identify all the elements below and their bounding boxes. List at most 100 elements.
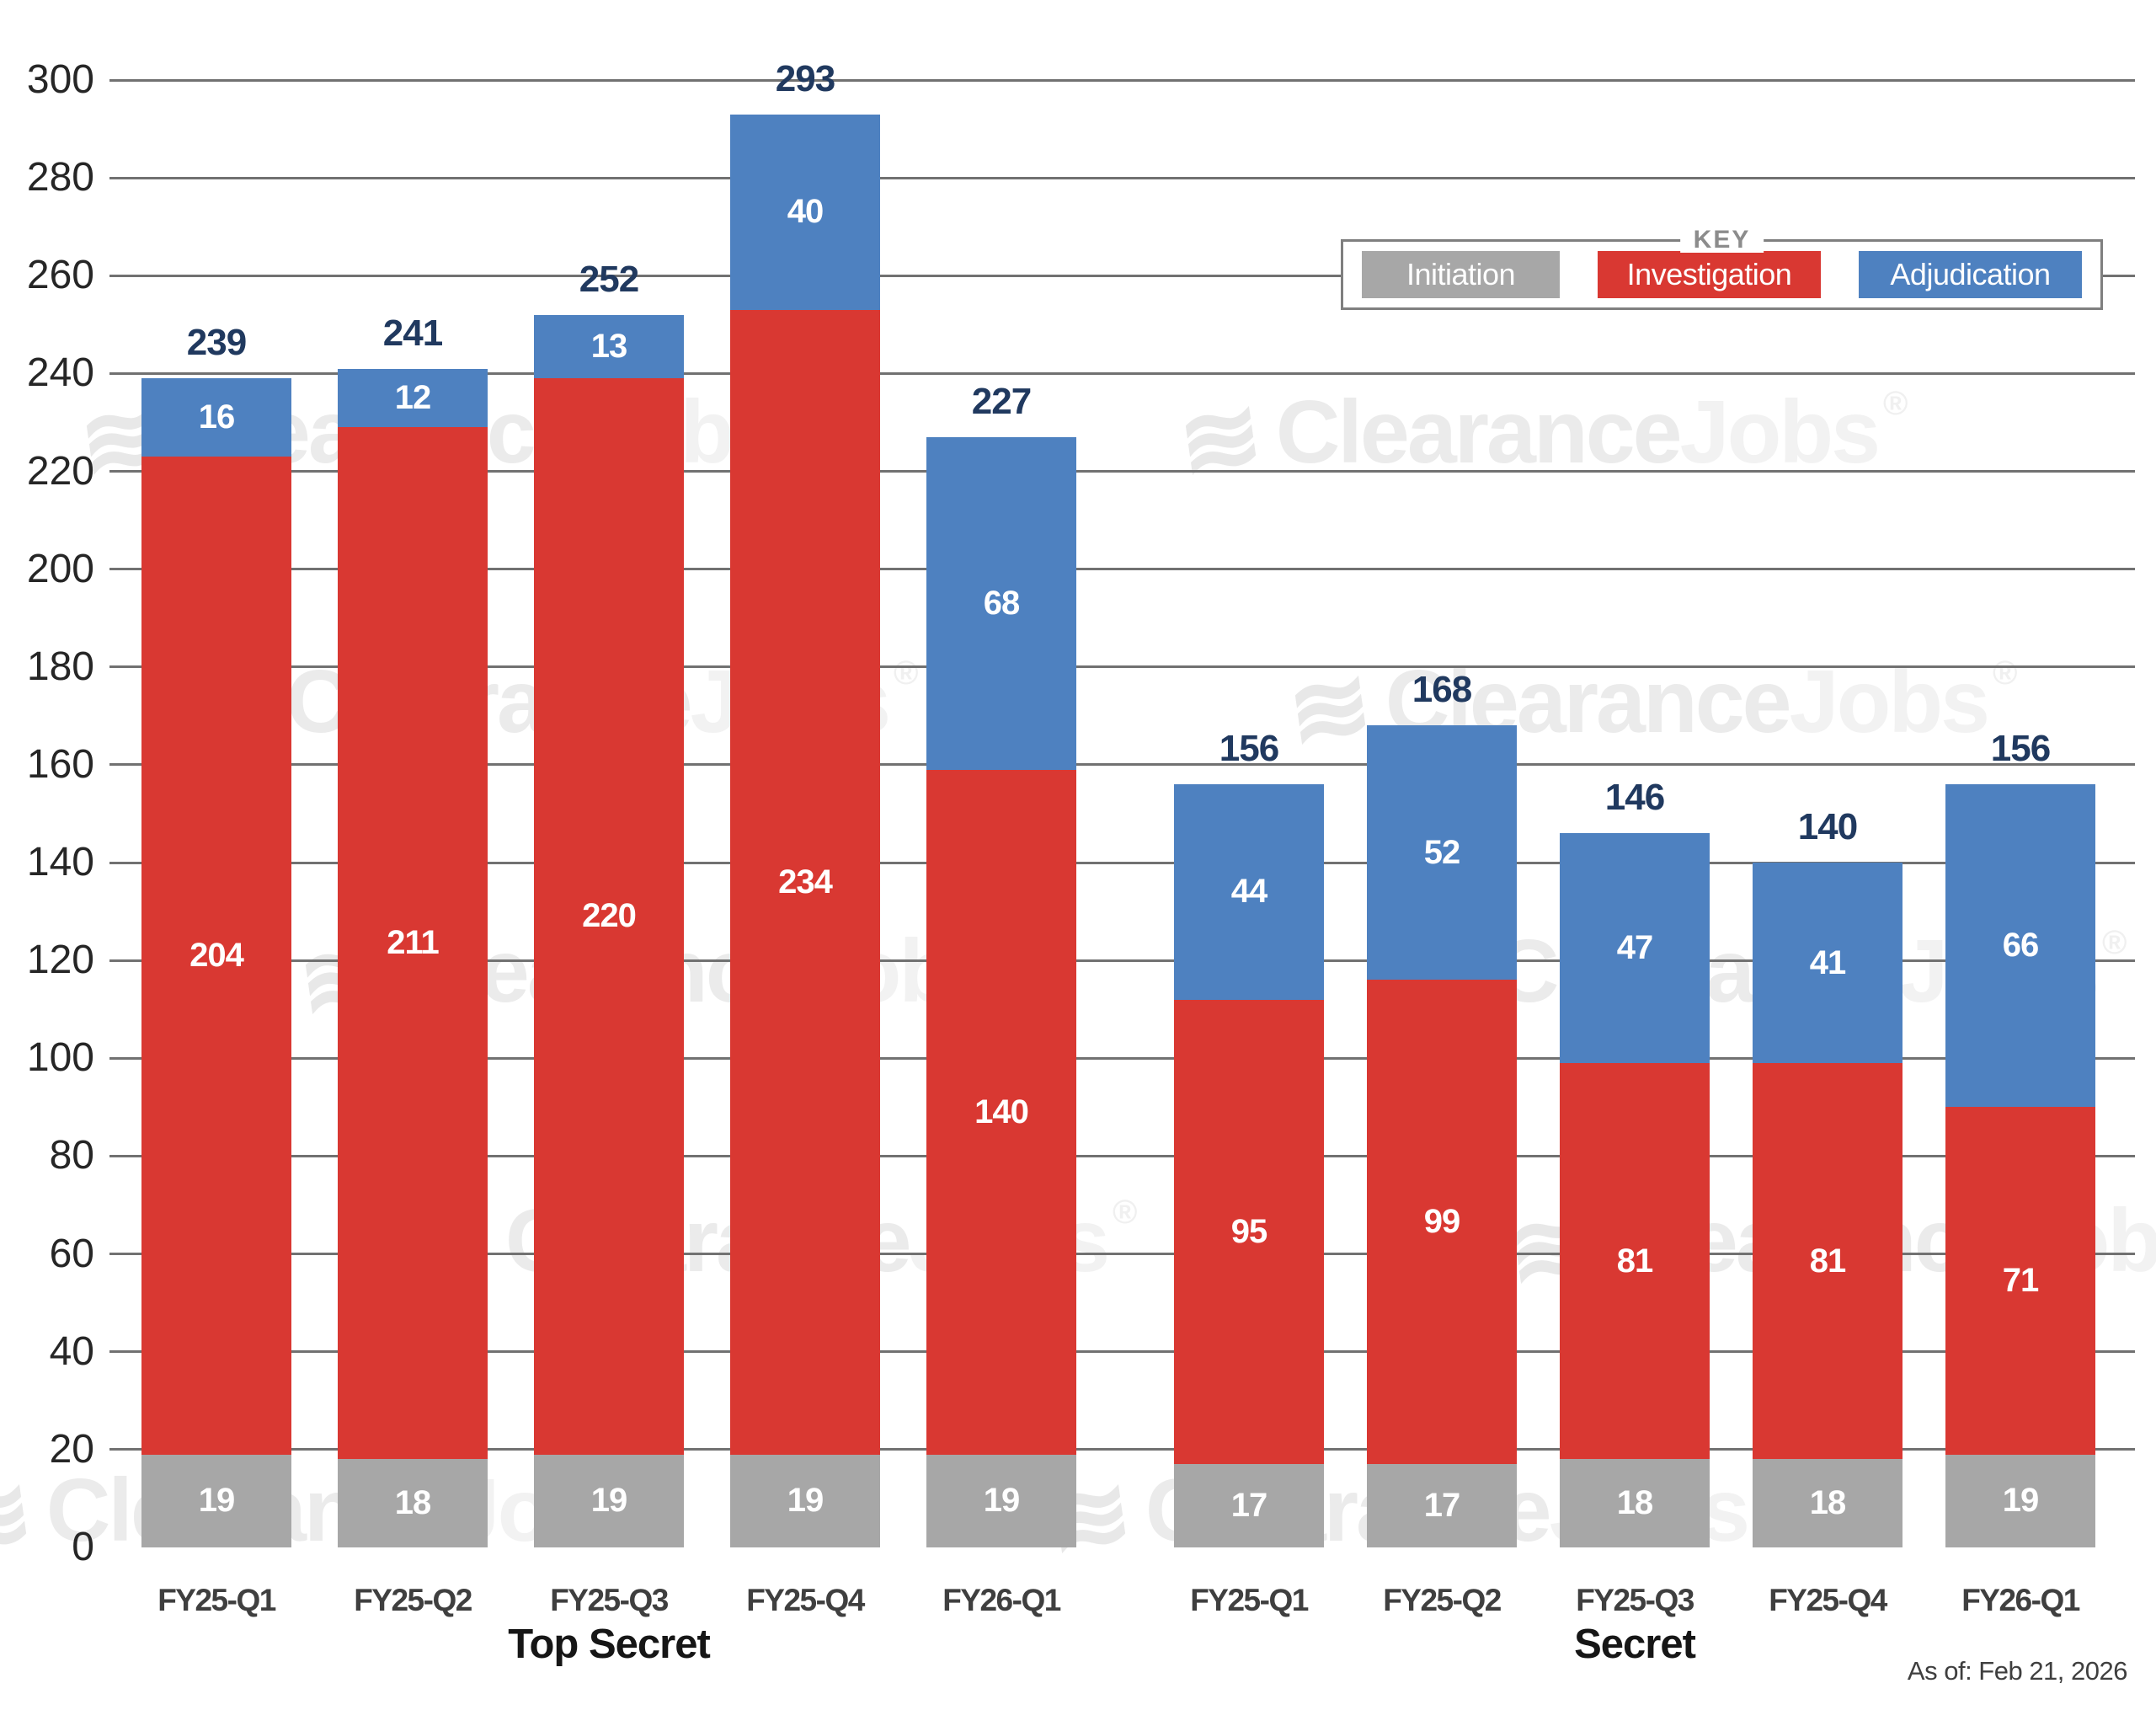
- segment-adjudication: 68: [926, 436, 1076, 770]
- category-label: FY25-Q2: [1383, 1583, 1502, 1617]
- bar-secret-fy25-q4: 41 81 18 140 FY25-Q4: [1753, 809, 1903, 1616]
- legend-chip-adjudication: Adjudication: [1859, 251, 2082, 298]
- segment-adjudication: 66: [1945, 784, 2095, 1108]
- segment-value-label: 18: [1616, 1484, 1653, 1522]
- segment-value-label: 12: [394, 378, 431, 416]
- clearancejobs-logo-icon: ≋: [1171, 378, 1270, 501]
- segment-initiation: 19: [534, 1454, 684, 1547]
- watermark-text-clearance: Clearance: [1275, 382, 1683, 482]
- legend-title: KEY: [1679, 227, 1764, 253]
- gridline-80: [109, 1154, 2135, 1157]
- segment-value-label: 41: [1809, 943, 1846, 981]
- gridline-280: [109, 176, 2135, 179]
- bar-secret-fy25-q1: 44 95 17 156 FY25-Q1: [1174, 730, 1324, 1616]
- segment-investigation: 234: [730, 309, 880, 1455]
- legend-label-adjudication: Adjudication: [1890, 257, 2051, 291]
- segment-value-label: 211: [387, 924, 440, 962]
- bar-top-secret-fy25-q1: 16 204 19 239 FY25-Q1: [141, 324, 291, 1616]
- bar-top-secret-fy25-q3: 13 220 19 252 FY25-Q3: [534, 260, 684, 1616]
- bar-total-label: 227: [971, 380, 1032, 422]
- y-tick-label-60: 60: [49, 1231, 94, 1276]
- segment-initiation: 19: [730, 1454, 880, 1547]
- bar-secret-fy25-q2: 52 99 17 168 FY25-Q2: [1367, 671, 1517, 1616]
- segment-value-label: 17: [1230, 1487, 1267, 1525]
- legend-chip-initiation: Initiation: [1362, 251, 1560, 298]
- group-title-top-secret: Top Secret: [508, 1622, 711, 1667]
- segment-adjudication: 13: [534, 314, 684, 379]
- y-tick-label-280: 280: [26, 155, 94, 200]
- segment-value-label: 19: [983, 1482, 1020, 1520]
- registered-mark-icon: ®: [2102, 924, 2127, 961]
- segment-value-label: 52: [1423, 833, 1460, 871]
- bar-total-label: 293: [775, 57, 835, 99]
- legend-chip-investigation: Investigation: [1598, 251, 1821, 298]
- segment-adjudication: 47: [1560, 833, 1710, 1064]
- category-label: FY26-Q1: [1961, 1583, 2080, 1617]
- y-tick-label-180: 180: [26, 644, 94, 689]
- y-tick-label-20: 20: [49, 1426, 94, 1472]
- bar-total-label: 252: [579, 258, 639, 300]
- as-of-note: As of: Feb 21, 2026: [1907, 1656, 2128, 1686]
- gridline-220: [109, 470, 2135, 473]
- gridline-240: [109, 371, 2135, 375]
- segment-investigation: 95: [1174, 999, 1324, 1465]
- segment-investigation: 81: [1560, 1063, 1710, 1460]
- watermark-text-jobs: Jobs: [1679, 382, 1881, 482]
- segment-value-label: 234: [778, 863, 833, 900]
- segment-value-label: 99: [1423, 1203, 1460, 1241]
- segment-investigation: 220: [534, 378, 684, 1455]
- y-tick-label-120: 120: [26, 938, 94, 983]
- category-label: FY25-Q1: [1190, 1583, 1309, 1617]
- category-label: FY25-Q4: [1769, 1583, 1887, 1617]
- segment-investigation: 140: [926, 769, 1076, 1455]
- segment-initiation: 19: [926, 1454, 1076, 1547]
- segment-initiation: 17: [1174, 1464, 1324, 1547]
- segment-value-label: 19: [198, 1482, 235, 1520]
- segment-adjudication: 12: [338, 368, 488, 428]
- segment-value-label: 47: [1616, 929, 1653, 967]
- group-title-secret: Secret: [1574, 1622, 1696, 1667]
- bar-total-label: 156: [1219, 728, 1279, 770]
- bar-total-label: 140: [1797, 806, 1858, 848]
- segment-investigation: 211: [338, 427, 488, 1460]
- segment-initiation: 19: [141, 1454, 291, 1547]
- watermark-text-jobs: Jobs: [1789, 652, 1990, 751]
- category-label: FY25-Q4: [746, 1583, 865, 1617]
- segment-adjudication: 44: [1174, 784, 1324, 1000]
- segment-value-label: 44: [1230, 873, 1267, 911]
- segment-value-label: 19: [2002, 1482, 2039, 1520]
- segment-adjudication: 41: [1753, 863, 1903, 1064]
- segment-value-label: 19: [787, 1482, 824, 1520]
- gridline-40: [109, 1350, 2135, 1354]
- segment-value-label: 68: [983, 584, 1020, 622]
- gridline-140: [109, 861, 2135, 864]
- segment-value-label: 140: [974, 1093, 1029, 1130]
- y-tick-label-140: 140: [26, 840, 94, 885]
- segment-value-label: 204: [189, 936, 244, 974]
- gridline-60: [109, 1253, 2135, 1256]
- gridline-180: [109, 665, 2135, 669]
- segment-investigation: 204: [141, 457, 291, 1455]
- segment-adjudication: 52: [1367, 725, 1517, 981]
- bar-total-label: 156: [1990, 728, 2051, 770]
- bar-total-label: 168: [1412, 669, 1472, 711]
- bar-secret-fy26-q1: 66 71 19 156 FY26-Q1: [1945, 730, 2095, 1616]
- category-label: FY25-Q1: [157, 1583, 276, 1617]
- segment-value-label: 220: [582, 897, 637, 935]
- category-label: FY25-Q3: [550, 1583, 669, 1617]
- y-tick-label-260: 260: [26, 253, 94, 298]
- gridline-260: [109, 274, 2135, 277]
- segment-value-label: 71: [2002, 1262, 2039, 1300]
- y-tick-label-200: 200: [26, 546, 94, 591]
- y-tick-label-40: 40: [49, 1328, 94, 1374]
- segment-investigation: 71: [1945, 1107, 2095, 1455]
- registered-mark-icon: ®: [1883, 385, 1908, 422]
- registered-mark-icon: ®: [1993, 655, 2018, 692]
- y-tick-label-0: 0: [72, 1525, 94, 1569]
- bar-top-secret-fy25-q4: 40 234 19 293 FY25-Q4: [730, 60, 880, 1616]
- segment-value-label: 66: [2002, 927, 2039, 965]
- y-tick-label-240: 240: [26, 350, 94, 396]
